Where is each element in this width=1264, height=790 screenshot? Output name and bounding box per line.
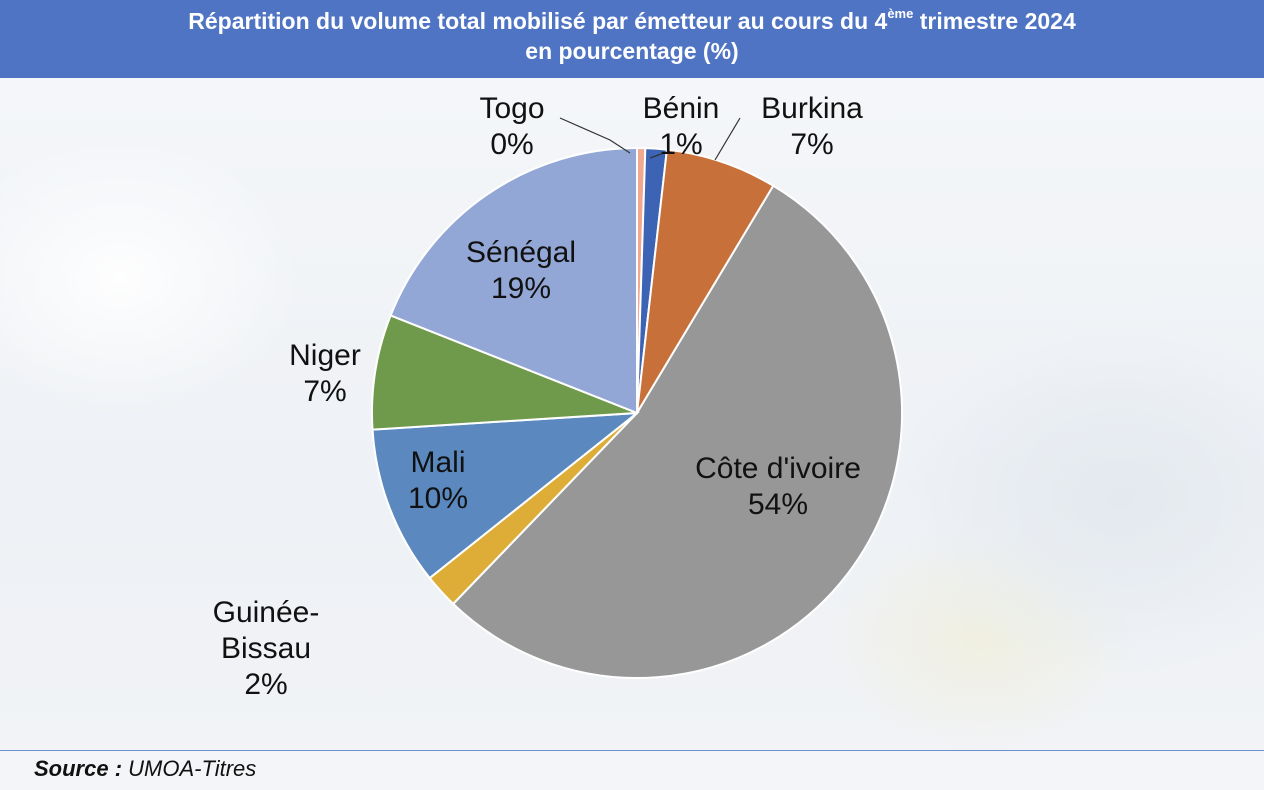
slice-name-label-2: Burkina: [761, 92, 863, 125]
pie-slice-3: [451, 184, 903, 680]
slice-value-label-7: 19%: [491, 272, 551, 305]
slice-value-label-3: 54%: [748, 488, 808, 521]
pie-slices: [371, 146, 903, 680]
chart-title-part-2: trimestre 2024: [913, 8, 1076, 34]
chart-title-superscript: ème: [887, 6, 914, 22]
pie-slice-5: [371, 411, 641, 580]
leader-lines: [559, 117, 741, 161]
slice-name-label-7: Sénégal: [466, 236, 576, 269]
footer-divider: [0, 750, 1264, 751]
slice-name-label-4-0: Guinée-: [213, 596, 320, 629]
leader-line-1: [649, 152, 665, 159]
pie-slice-7: [389, 146, 638, 415]
chart-title-banner: Répartition du volume total mobilisé par…: [0, 0, 1264, 78]
slice-value-label-1: 1%: [659, 128, 702, 161]
leader-line-0: [559, 117, 631, 154]
pie-slice-6: [371, 314, 638, 431]
leader-line-2: [714, 117, 741, 161]
slice-name-label-0: Togo: [479, 92, 544, 125]
slice-value-label-6: 7%: [303, 375, 346, 408]
source-value: UMOA-Titres: [122, 756, 257, 781]
slice-value-label-5: 10%: [408, 482, 468, 515]
chart-title-part-1: Répartition du volume total mobilisé par…: [188, 8, 888, 34]
slice-value-label-0: 0%: [490, 128, 533, 161]
chart-title-line-1: Répartition du volume total mobilisé par…: [0, 6, 1264, 36]
slice-value-label-2: 7%: [790, 128, 833, 161]
slice-name-label-3: Côte d'ivoire: [695, 452, 861, 485]
slice-name-label-1: Bénin: [643, 92, 720, 125]
slice-name-label-6: Niger: [289, 339, 361, 372]
slice-value-label-4: 2%: [244, 668, 287, 701]
slice-name-label-5: Mali: [410, 446, 465, 479]
source-label: Source :: [34, 756, 123, 781]
pie-slice-2: [636, 148, 775, 414]
slice-name-label-4-1: Bissau: [221, 632, 311, 665]
source-note: Source : UMOA-Titres: [34, 756, 256, 782]
chart-title-line-2: en pourcentage (%): [525, 38, 739, 64]
